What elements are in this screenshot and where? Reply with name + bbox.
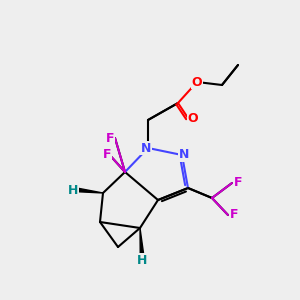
Text: H: H (68, 184, 78, 196)
Text: F: F (106, 131, 114, 145)
Text: F: F (234, 176, 242, 190)
Text: F: F (230, 208, 238, 221)
Text: N: N (179, 148, 189, 161)
Text: O: O (192, 76, 202, 88)
Text: F: F (103, 148, 111, 160)
Text: H: H (137, 254, 147, 266)
Text: O: O (188, 112, 198, 124)
Polygon shape (140, 228, 144, 255)
Text: N: N (141, 142, 151, 154)
Polygon shape (78, 188, 103, 193)
